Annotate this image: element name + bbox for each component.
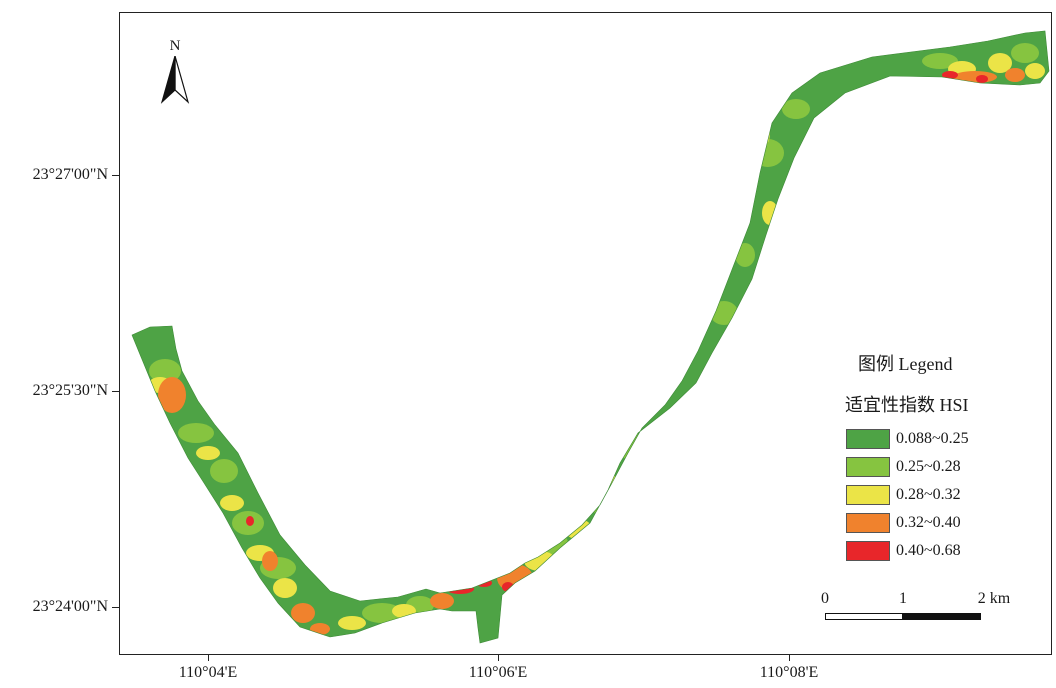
north-arrow-icon <box>160 56 190 104</box>
legend-title: 图例 Legend <box>858 354 953 374</box>
scale-segment-white <box>825 613 903 620</box>
lat-tick <box>112 175 119 176</box>
legend-label: 0.088~0.25 <box>896 430 969 447</box>
lat-label: 23°24'00"N <box>32 598 108 615</box>
lon-tick <box>789 655 790 661</box>
legend-swatch <box>846 457 890 477</box>
legend-swatch <box>846 485 890 505</box>
legend-label: 0.40~0.68 <box>896 542 961 559</box>
lon-label: 110°04'E <box>178 664 238 681</box>
scale-label: 2 km <box>977 590 1011 607</box>
legend-label: 0.32~0.40 <box>896 514 961 531</box>
scale-bar: 0 1 2 km <box>810 590 1030 630</box>
legend-label: 0.25~0.28 <box>896 458 961 475</box>
lat-tick <box>112 391 119 392</box>
lon-tick <box>498 655 499 661</box>
north-label: N <box>169 38 181 54</box>
scale-label: 1 <box>899 590 907 607</box>
lat-label: 23°27'00"N <box>32 166 108 183</box>
lon-tick <box>208 655 209 661</box>
map-frame <box>119 12 1052 655</box>
lon-label: 110°08'E <box>759 664 819 681</box>
legend-swatch <box>846 513 890 533</box>
scale-label: 0 <box>821 590 829 607</box>
lat-label: 23°25'30"N <box>32 382 108 399</box>
lon-label: 110°06'E <box>468 664 528 681</box>
scale-segment-black <box>903 613 981 620</box>
legend-label: 0.28~0.32 <box>896 486 961 503</box>
legend-swatch <box>846 429 890 449</box>
legend-swatch <box>846 541 890 561</box>
river-map <box>131 30 1050 644</box>
north-arrow: N <box>158 38 192 108</box>
lat-tick <box>112 607 119 608</box>
legend-subtitle: 适宜性指数 HSI <box>845 395 969 415</box>
